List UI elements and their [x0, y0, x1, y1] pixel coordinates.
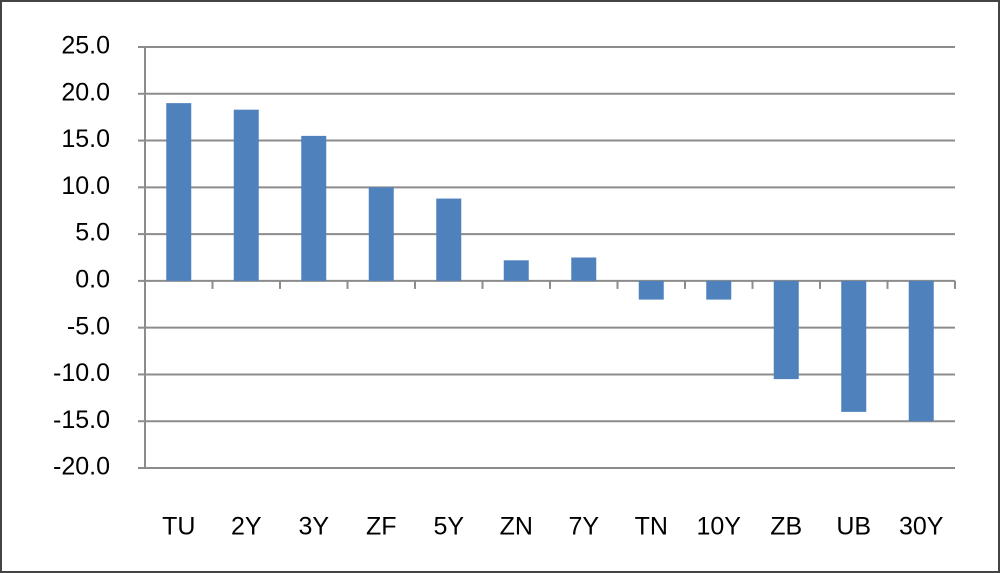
bar — [706, 280, 732, 300]
y-tick-label: -15.0 — [53, 406, 110, 434]
bar — [841, 280, 867, 412]
bar — [773, 280, 799, 380]
x-tick-label: 5Y — [433, 513, 464, 541]
x-tick-label: TU — [162, 513, 195, 541]
y-tick-label: 15.0 — [61, 125, 110, 153]
y-tick-label: -20.0 — [53, 453, 110, 481]
x-tick-label: ZF — [366, 513, 397, 541]
y-tick-label: 5.0 — [75, 219, 110, 247]
x-tick-label: TN — [635, 513, 668, 541]
bar — [571, 257, 597, 281]
x-tick-label: 2Y — [231, 513, 262, 541]
x-tick-label: ZN — [500, 513, 533, 541]
bar — [233, 109, 259, 281]
bar — [638, 280, 664, 300]
x-tick-label: UB — [836, 513, 871, 541]
x-tick-label: 7Y — [568, 513, 599, 541]
bar — [368, 187, 394, 281]
y-tick-label: 20.0 — [61, 78, 110, 106]
y-tick-label: -10.0 — [53, 359, 110, 387]
x-tick-label: ZB — [770, 513, 802, 541]
bar — [166, 103, 192, 281]
bar — [908, 280, 934, 422]
y-tick-label: 10.0 — [61, 172, 110, 200]
bar — [301, 135, 327, 281]
y-tick-label: -5.0 — [67, 312, 110, 340]
y-tick-label: 0.0 — [75, 265, 110, 293]
x-tick-label: 3Y — [298, 513, 329, 541]
bar — [503, 260, 529, 281]
bar — [436, 198, 462, 281]
x-tick-label: 10Y — [697, 513, 742, 541]
y-tick-label: 25.0 — [61, 32, 110, 60]
x-tick-label: 30Y — [899, 513, 944, 541]
